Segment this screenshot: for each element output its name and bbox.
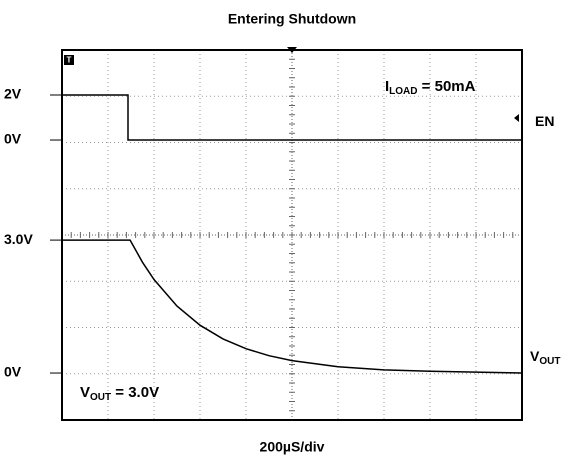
y-tick-label: 0V xyxy=(4,131,22,147)
annotation-sub: OUT xyxy=(90,392,111,403)
chart-title: Entering Shutdown xyxy=(228,11,356,27)
annotation-rest: = 50mA xyxy=(418,78,476,95)
annotation-text: I xyxy=(385,78,389,95)
annotation: VOUT = 3.0V xyxy=(80,384,159,403)
trigger-icon-letter: T xyxy=(67,56,72,65)
x-axis-label: 200µS/div xyxy=(260,439,325,455)
annotation-text: V xyxy=(80,384,90,401)
y-tick-label: 3.0V xyxy=(4,231,33,247)
y-tick-label: 0V xyxy=(4,364,22,380)
trigger-position xyxy=(287,47,297,53)
series-label: VOUT xyxy=(530,348,560,367)
trigger-level xyxy=(514,114,519,122)
series-label: EN xyxy=(535,113,554,129)
annotation-rest: = 3.0V xyxy=(111,384,159,401)
trace xyxy=(62,94,522,141)
series-name: EN xyxy=(535,113,554,129)
trace xyxy=(62,239,523,374)
annotation: ILOAD = 50mA xyxy=(385,78,476,97)
series-name-sub: OUT xyxy=(539,356,560,367)
series-name: V xyxy=(530,348,540,364)
y-tick-label: 2V xyxy=(4,86,22,102)
grid xyxy=(61,49,523,421)
annotation-sub: LOAD xyxy=(389,86,417,97)
trigger-icon xyxy=(64,55,74,65)
